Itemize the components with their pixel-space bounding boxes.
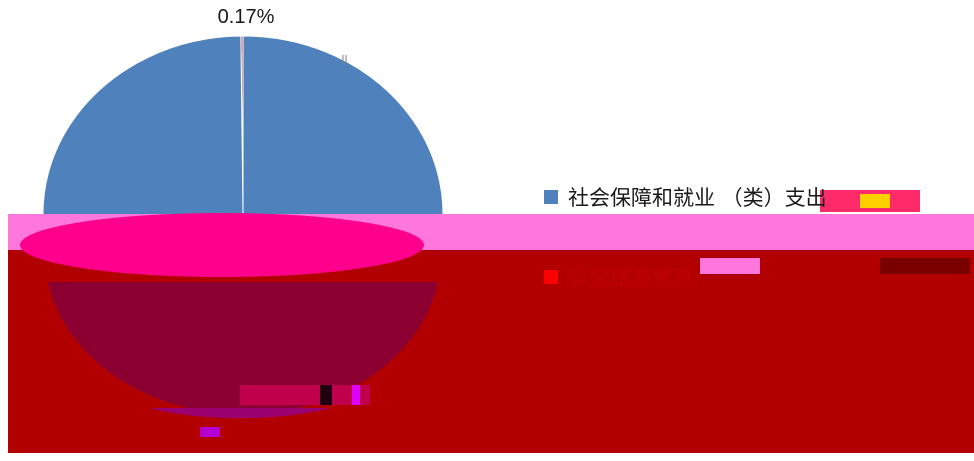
legend-item-social-security: 社会保障和就业 （类）支出	[544, 180, 827, 214]
legend-item-culture-tourism: 文化旅游体育	[544, 260, 827, 294]
legend-swatch-blue	[544, 190, 558, 204]
legend-label-culture-tourism: 文化旅游体育	[568, 266, 694, 290]
artifact-noise-strip	[240, 385, 370, 405]
legend-swatch-red	[544, 270, 558, 284]
artifact-purple-block	[200, 427, 220, 437]
artifact-noise-strip	[320, 385, 332, 405]
artifact-legend-noise	[700, 258, 760, 274]
legend-label-social-security: 社会保障和就业 （类）支出	[568, 186, 827, 210]
legend: 社会保障和就业 （类）支出 文化旅游体育	[544, 180, 827, 340]
artifact-purple-bottom	[150, 408, 330, 419]
artifact-magenta-ellipse	[20, 213, 424, 277]
artifact-legend-noise	[880, 258, 970, 274]
data-label-0.17-percent: 0.17%	[217, 6, 275, 28]
artifact-legend-noise	[860, 194, 890, 208]
artifact-dark-lower-pie	[48, 282, 438, 415]
artifact-noise-strip	[352, 385, 360, 405]
